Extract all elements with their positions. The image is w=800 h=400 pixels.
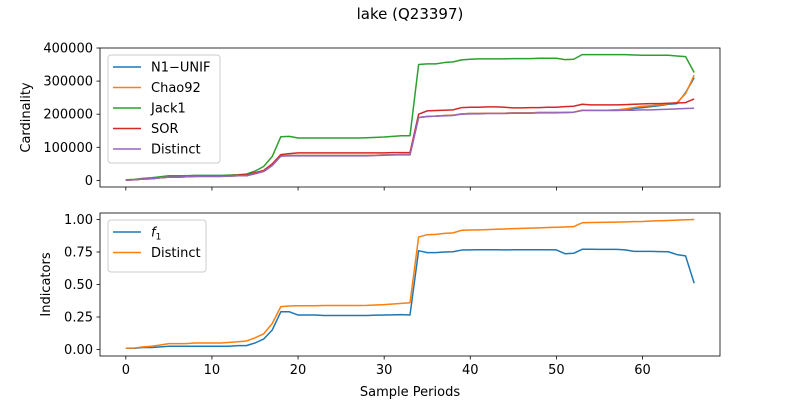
legend-label: Distinct	[151, 143, 201, 158]
legend-label: Chao92	[151, 81, 201, 96]
x-tick-label: 20	[290, 363, 307, 378]
x-tick-label: 40	[462, 363, 479, 378]
chart-panel-2: 0.00 0.25 0.50 0.75 1.00 0 10 20 30 40 50 60 Indicat…	[39, 212, 721, 400]
legend-label: Distinct	[151, 246, 201, 261]
x-tick-label: 60	[634, 363, 651, 378]
series-line-distinct	[125, 218, 695, 349]
x-axis-label: Sample Periods	[360, 385, 460, 400]
x-tick-label: 0	[122, 363, 130, 378]
y-tick-label: 200000	[43, 108, 93, 123]
x-tick-label: 30	[376, 363, 393, 378]
legend-label: SOR	[151, 122, 179, 137]
legend-label: Jack1	[150, 102, 186, 117]
x-tick-label: 50	[548, 363, 565, 378]
figure-title: lake (Q23397)	[357, 5, 464, 23]
y-tick-label: 0.25	[64, 311, 93, 326]
y-axis-label: Cardinality	[19, 82, 34, 153]
legend: f1 Distinct	[107, 219, 207, 273]
legend-box	[107, 219, 207, 273]
y-tick-label: 300000	[43, 75, 93, 90]
y-tick-label: 0	[85, 174, 93, 189]
legend: N1−UNIF Chao92 Jack1 SOR Distinct	[107, 54, 221, 164]
legend-box	[107, 54, 221, 164]
y-tick-label: 100000	[43, 141, 93, 156]
chart-panel-1: 0 100000 200000 300000 400000 Cardinality N1−U…	[19, 42, 721, 191]
legend-label: N1−UNIF	[151, 61, 210, 76]
y-tick-label: 0.00	[64, 343, 93, 358]
y-tick-label: 1.00	[64, 213, 93, 228]
axes-frame	[99, 47, 721, 188]
y-axis-label: Indicators	[39, 252, 54, 316]
x-tick-label: 10	[204, 363, 221, 378]
y-tick-label: 400000	[43, 42, 93, 57]
y-tick-label: 0.75	[64, 246, 93, 261]
legend-label: f1	[151, 226, 161, 243]
series-line-f1	[125, 248, 695, 349]
y-tick-label: 0.50	[64, 278, 93, 293]
series-line-distinct	[125, 107, 695, 181]
